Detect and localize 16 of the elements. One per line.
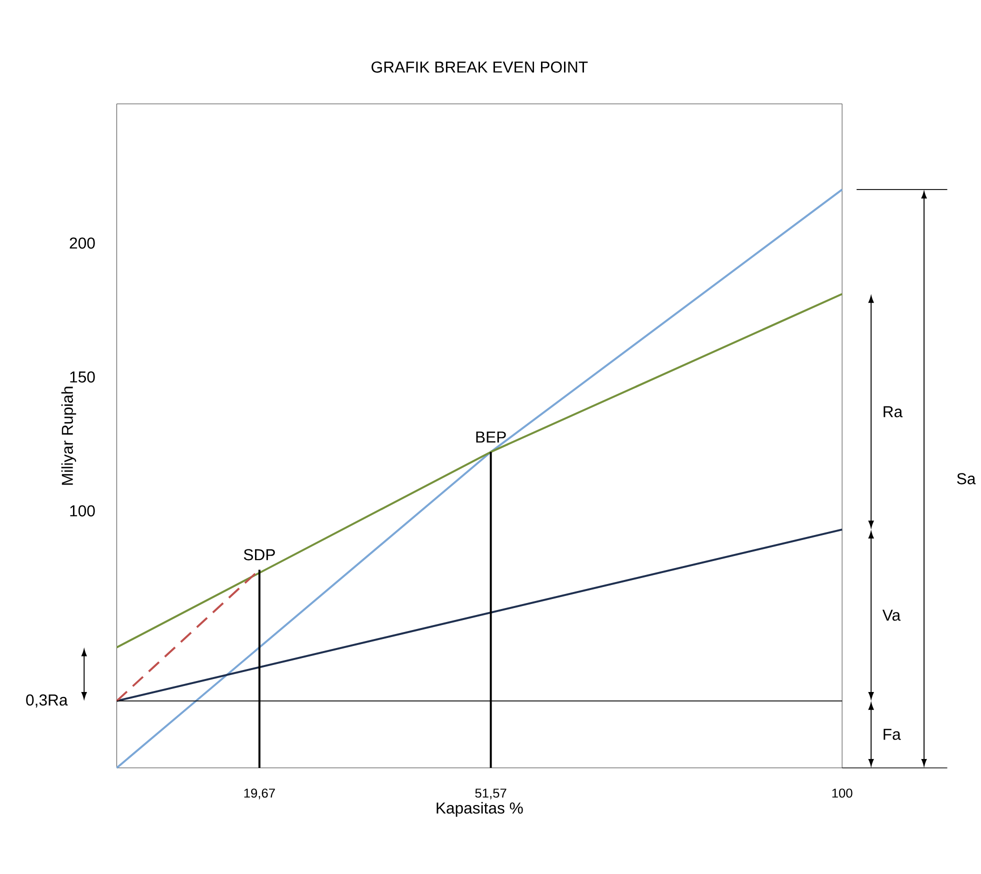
- text: Sa: [957, 473, 976, 484]
- y-axis-title: Miliyar Rupiah: [61, 386, 76, 485]
- x-axis-title: Kapasitas %: [436, 802, 523, 817]
- annotation: BEP: [476, 432, 506, 443]
- x-tick-label: 19,67: [244, 788, 275, 800]
- x-tick-label: 100: [832, 788, 852, 798]
- annotation: SDP: [244, 549, 275, 560]
- y-tick-label: 200: [70, 238, 95, 249]
- text: Ra: [884, 406, 903, 418]
- text: Va: [882, 610, 901, 621]
- text: 0,3Ra: [26, 694, 68, 708]
- chart-title: GRAFIK BREAK EVEN POINT: [372, 62, 588, 73]
- text: Fa: [884, 729, 901, 740]
- y-tick-label: 100: [70, 505, 95, 517]
- x-tick-label: 51,57: [475, 788, 506, 800]
- y-tick-label: 150: [70, 372, 95, 383]
